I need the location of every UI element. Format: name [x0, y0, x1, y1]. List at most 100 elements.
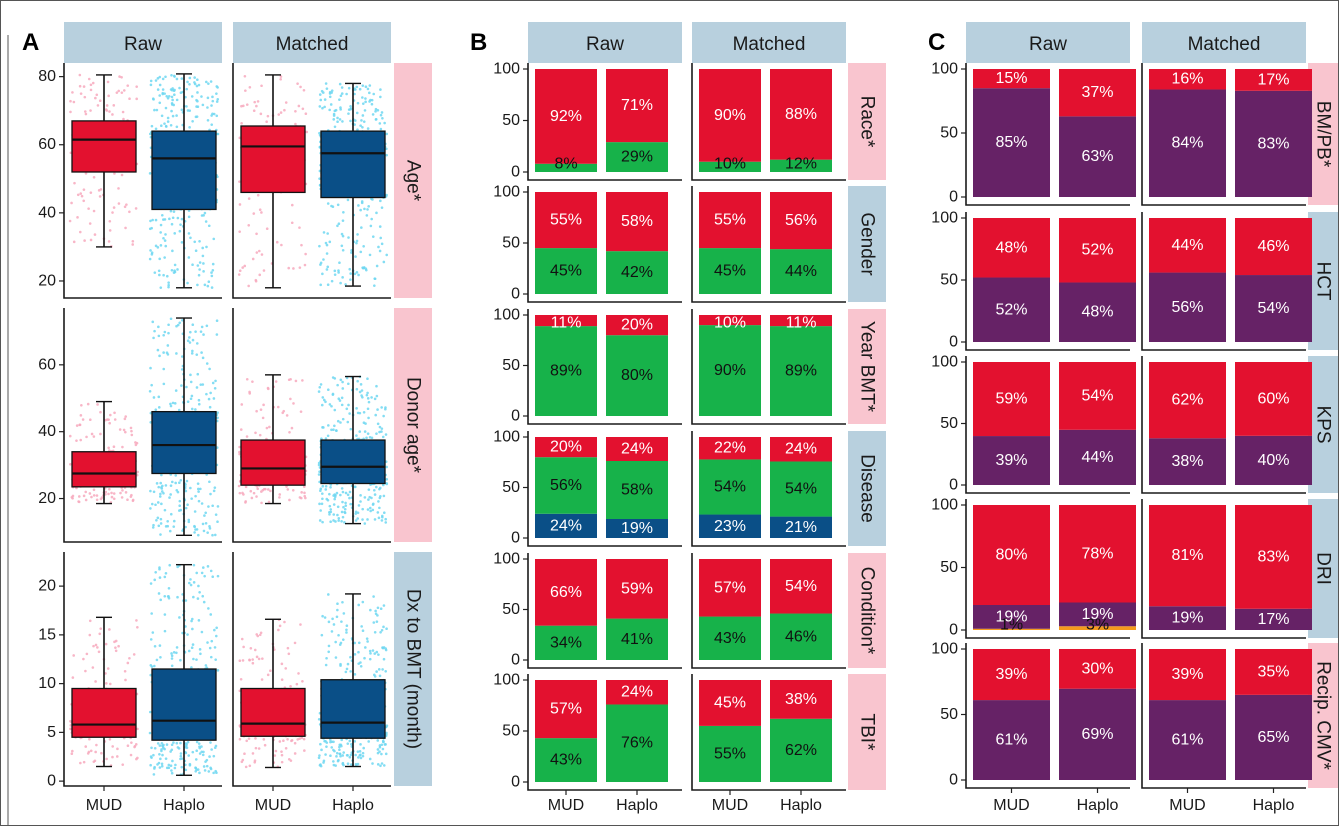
y-tick-label: 100	[493, 61, 520, 78]
data-point	[163, 122, 166, 125]
data-point	[294, 379, 298, 383]
data-point	[380, 514, 384, 518]
data-point	[152, 523, 155, 527]
bar-label: 19%	[995, 608, 1027, 625]
data-point	[321, 614, 324, 618]
y-tick-label: 60	[38, 356, 56, 373]
data-point	[117, 89, 121, 93]
data-point	[82, 199, 86, 203]
data-point	[348, 412, 351, 415]
data-point	[379, 199, 382, 203]
data-point	[262, 403, 265, 407]
data-point	[84, 745, 88, 748]
data-point	[370, 98, 374, 102]
data-point	[150, 253, 154, 256]
data-point	[156, 516, 160, 520]
data-point	[241, 659, 245, 662]
data-point	[347, 382, 350, 386]
data-point	[185, 87, 189, 91]
data-point	[324, 82, 328, 85]
data-point	[379, 127, 383, 131]
data-point	[346, 198, 350, 202]
data-point	[360, 625, 363, 628]
data-point	[164, 75, 167, 79]
x-tick-label: Haplo	[616, 797, 658, 814]
bar-segment	[1235, 218, 1312, 276]
data-point	[345, 407, 349, 411]
data-point	[319, 383, 323, 386]
data-point	[358, 390, 362, 394]
data-point	[247, 197, 251, 200]
data-point	[305, 130, 309, 134]
data-point	[108, 682, 112, 686]
data-point	[211, 262, 215, 266]
bar-segment	[606, 437, 668, 461]
data-point	[363, 496, 367, 499]
data-point	[195, 342, 199, 345]
data-point	[339, 664, 342, 667]
data-point	[330, 89, 334, 92]
data-point	[169, 317, 173, 321]
data-point	[357, 641, 361, 645]
data-point	[372, 92, 376, 96]
data-point	[334, 640, 337, 644]
data-point	[167, 595, 170, 598]
data-point	[326, 202, 330, 205]
data-point	[289, 759, 293, 762]
bar-segment	[535, 680, 597, 739]
data-point	[134, 743, 138, 746]
data-point	[338, 752, 342, 756]
y-tick-label: 100	[931, 354, 958, 371]
data-point	[121, 110, 125, 114]
data-point	[204, 80, 208, 84]
data-point	[337, 633, 340, 637]
data-point	[201, 753, 205, 757]
data-point	[79, 761, 82, 765]
data-point	[170, 480, 174, 484]
data-point	[366, 407, 370, 411]
data-point	[320, 502, 324, 506]
data-point	[200, 502, 204, 505]
data-point	[340, 86, 344, 89]
data-point	[279, 75, 283, 78]
data-point	[153, 329, 156, 333]
data-point	[361, 96, 364, 99]
data-point	[154, 408, 158, 411]
data-point	[245, 377, 249, 381]
data-point	[376, 408, 379, 411]
data-point	[184, 746, 188, 749]
data-point	[268, 425, 271, 429]
data-point	[84, 172, 88, 175]
data-point	[190, 394, 194, 398]
data-point	[207, 607, 210, 610]
bar-label: 19%	[621, 520, 653, 537]
data-point	[269, 489, 272, 493]
data-point	[98, 632, 102, 636]
data-point	[176, 565, 179, 569]
bar-label: 66%	[550, 584, 582, 601]
data-point	[273, 754, 277, 757]
data-point	[366, 391, 369, 395]
bar-segment	[1235, 694, 1312, 780]
data-point	[375, 384, 378, 388]
data-point	[359, 665, 363, 668]
data-point	[83, 95, 87, 99]
column-strip	[692, 22, 846, 63]
data-point	[258, 633, 262, 637]
data-point	[190, 95, 194, 98]
data-point	[280, 662, 284, 666]
data-point	[317, 717, 321, 721]
data-point	[321, 272, 324, 276]
data-point	[364, 97, 367, 100]
data-point	[100, 496, 104, 499]
data-point	[133, 745, 136, 749]
data-point	[69, 110, 72, 114]
data-point	[210, 114, 213, 117]
data-point	[70, 496, 74, 499]
data-point	[82, 494, 86, 498]
data-point	[214, 658, 217, 661]
data-point	[371, 649, 375, 652]
row-strip	[1308, 63, 1338, 205]
data-point	[202, 600, 206, 604]
data-point	[358, 430, 362, 433]
